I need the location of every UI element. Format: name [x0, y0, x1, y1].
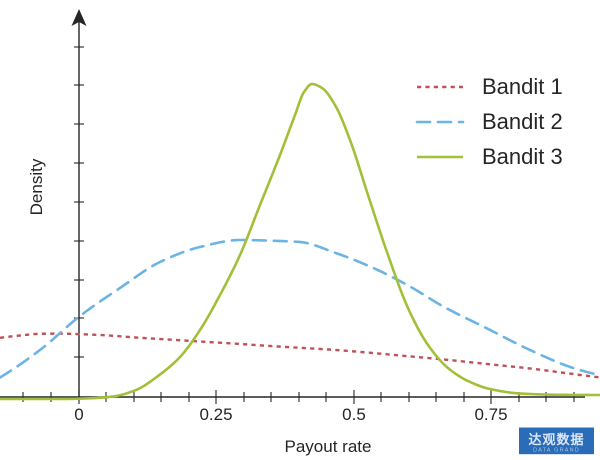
- svg-text:DATA GRAND: DATA GRAND: [533, 448, 580, 454]
- svg-text:Density: Density: [27, 158, 46, 215]
- svg-text:0.25: 0.25: [199, 405, 232, 424]
- svg-text:Bandit 2: Bandit 2: [482, 109, 563, 134]
- svg-text:达观数据: 达观数据: [528, 432, 584, 447]
- svg-text:0.75: 0.75: [474, 405, 507, 424]
- svg-text:Bandit 1: Bandit 1: [482, 74, 563, 99]
- svg-text:Bandit 3: Bandit 3: [482, 144, 563, 169]
- svg-text:0: 0: [74, 405, 83, 424]
- svg-text:0.5: 0.5: [342, 405, 366, 424]
- svg-text:Payout rate: Payout rate: [285, 437, 372, 456]
